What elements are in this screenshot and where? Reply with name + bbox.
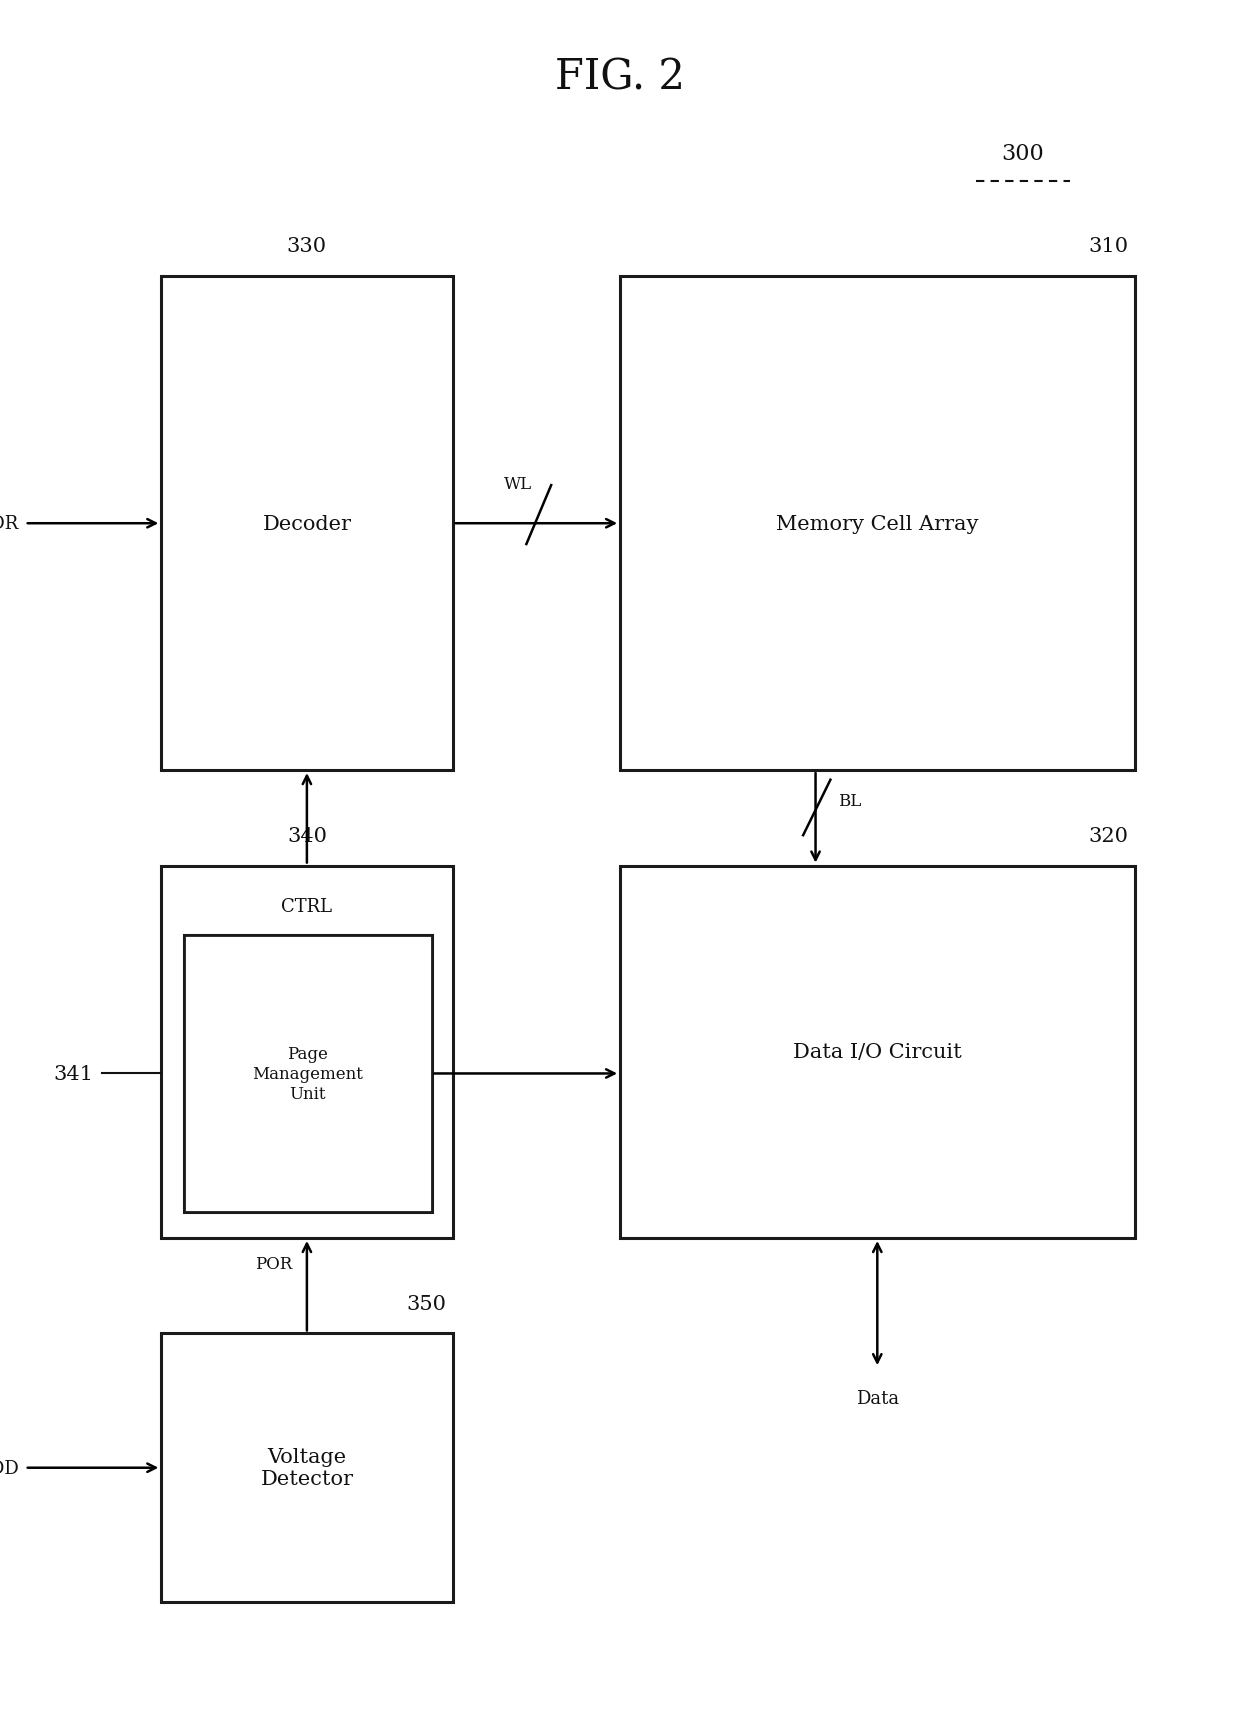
- Text: 330: 330: [286, 237, 327, 256]
- Text: Memory Cell Array: Memory Cell Array: [776, 514, 978, 533]
- Text: 341: 341: [53, 1065, 93, 1082]
- Text: CTRL: CTRL: [281, 897, 332, 914]
- Text: 310: 310: [1089, 237, 1128, 256]
- Text: Data: Data: [856, 1389, 899, 1406]
- Text: 340: 340: [286, 826, 327, 845]
- Bar: [620, 866, 1135, 1238]
- Text: 320: 320: [1089, 826, 1128, 845]
- Bar: [184, 935, 432, 1212]
- Text: Voltage
Detector: Voltage Detector: [260, 1448, 353, 1488]
- Text: 350: 350: [407, 1294, 446, 1313]
- Text: POR: POR: [254, 1256, 293, 1271]
- Bar: [184, 935, 432, 1212]
- Text: ADDR: ADDR: [0, 514, 19, 533]
- Bar: [620, 277, 1135, 771]
- Bar: [161, 1334, 453, 1602]
- Text: WL: WL: [503, 476, 532, 492]
- Text: FIG. 2: FIG. 2: [556, 57, 684, 99]
- Text: Decoder: Decoder: [263, 514, 351, 533]
- Bar: [161, 277, 453, 771]
- Text: Page
Management
Unit: Page Management Unit: [252, 1046, 363, 1102]
- Bar: [161, 866, 453, 1238]
- Text: VDD: VDD: [0, 1458, 19, 1477]
- Text: BL: BL: [838, 793, 861, 809]
- Text: Data I/O Circuit: Data I/O Circuit: [792, 1043, 962, 1062]
- Text: 300: 300: [1002, 142, 1044, 165]
